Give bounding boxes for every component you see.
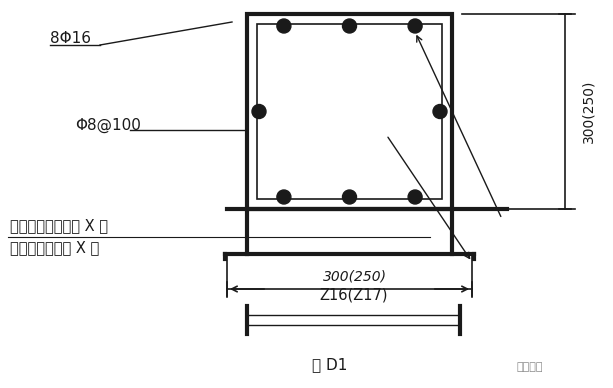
Circle shape bbox=[277, 190, 291, 204]
Bar bbox=[257, 24, 442, 199]
Circle shape bbox=[408, 190, 422, 204]
Circle shape bbox=[252, 104, 266, 118]
Circle shape bbox=[277, 19, 291, 33]
Text: 8Φ16: 8Φ16 bbox=[50, 31, 91, 46]
Circle shape bbox=[408, 19, 422, 33]
Circle shape bbox=[343, 19, 357, 33]
Text: Z16(Z17): Z16(Z17) bbox=[319, 287, 388, 302]
Text: 见设计变更通知单 X 号: 见设计变更通知单 X 号 bbox=[10, 218, 108, 233]
Text: 豆丁施工: 豆丁施工 bbox=[517, 362, 543, 372]
Text: 300(250): 300(250) bbox=[322, 270, 387, 284]
Text: 300(250): 300(250) bbox=[581, 80, 595, 143]
Text: 或工程洽商记录 X 号: 或工程洽商记录 X 号 bbox=[10, 240, 99, 255]
Text: 图 D1: 图 D1 bbox=[312, 357, 348, 372]
Circle shape bbox=[433, 104, 447, 118]
Text: Φ8@100: Φ8@100 bbox=[75, 118, 141, 133]
Bar bbox=[247, 14, 452, 209]
Circle shape bbox=[343, 190, 357, 204]
